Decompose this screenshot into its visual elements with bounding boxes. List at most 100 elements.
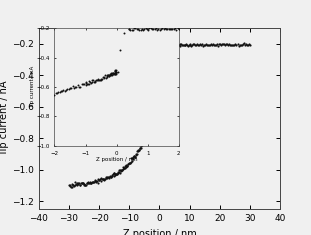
- Point: [101, 178, 106, 181]
- Point: [169, 43, 174, 47]
- Point: [133, 152, 138, 156]
- Point: [134, 27, 139, 31]
- Point: [156, 94, 161, 98]
- Point: [106, 74, 111, 78]
- Point: [234, 43, 239, 46]
- Point: [101, 75, 106, 79]
- Point: [179, 42, 184, 46]
- Point: [129, 159, 134, 162]
- Point: [115, 172, 120, 176]
- Point: [69, 86, 74, 90]
- Point: [162, 42, 167, 46]
- Y-axis label: Tip current / nA: Tip current / nA: [30, 66, 35, 108]
- Point: [216, 44, 220, 48]
- Point: [106, 175, 111, 179]
- Point: [157, 89, 162, 92]
- Point: [71, 183, 76, 187]
- Point: [191, 42, 196, 46]
- Point: [145, 130, 150, 134]
- Point: [113, 70, 118, 73]
- Point: [141, 139, 146, 143]
- Point: [146, 127, 151, 131]
- Point: [212, 43, 217, 47]
- Point: [179, 43, 184, 47]
- Point: [144, 134, 149, 138]
- Point: [175, 43, 180, 47]
- Point: [232, 43, 237, 47]
- Point: [233, 42, 238, 46]
- Point: [78, 181, 83, 184]
- Point: [68, 183, 73, 187]
- Point: [157, 91, 162, 95]
- Point: [103, 177, 108, 180]
- Point: [195, 43, 200, 47]
- Point: [86, 180, 91, 184]
- Point: [138, 146, 143, 149]
- Point: [225, 42, 230, 46]
- Point: [156, 93, 161, 97]
- Point: [214, 43, 219, 46]
- Point: [52, 93, 57, 97]
- Point: [156, 94, 161, 98]
- Point: [157, 90, 162, 94]
- Point: [205, 43, 210, 47]
- Point: [229, 43, 234, 47]
- Point: [107, 174, 112, 177]
- Point: [224, 42, 229, 46]
- Point: [153, 27, 158, 30]
- Point: [146, 127, 151, 131]
- Point: [123, 165, 128, 168]
- Point: [145, 128, 150, 132]
- Point: [162, 41, 167, 45]
- Point: [83, 183, 88, 187]
- Point: [92, 80, 97, 84]
- Point: [119, 168, 124, 172]
- Point: [247, 43, 252, 47]
- Point: [147, 125, 152, 129]
- Point: [157, 70, 162, 74]
- Point: [113, 68, 118, 72]
- Point: [62, 89, 67, 93]
- Point: [154, 101, 159, 105]
- Point: [155, 97, 160, 101]
- Point: [93, 180, 98, 183]
- Point: [162, 42, 167, 46]
- Point: [114, 70, 119, 74]
- Point: [163, 44, 168, 47]
- Point: [136, 27, 141, 31]
- Point: [134, 152, 139, 156]
- Point: [202, 43, 207, 47]
- Point: [244, 43, 249, 47]
- Point: [159, 43, 164, 47]
- Point: [155, 97, 160, 100]
- Point: [64, 89, 69, 92]
- Point: [117, 171, 122, 175]
- Point: [61, 88, 66, 92]
- Point: [98, 177, 103, 181]
- Point: [87, 79, 92, 83]
- Point: [116, 168, 121, 172]
- Point: [218, 42, 223, 46]
- Point: [230, 43, 235, 47]
- Point: [122, 31, 127, 35]
- Point: [228, 43, 233, 47]
- Point: [80, 181, 85, 185]
- Point: [158, 44, 163, 48]
- Point: [117, 170, 122, 174]
- Point: [152, 107, 157, 111]
- Point: [114, 71, 118, 75]
- Point: [103, 176, 108, 179]
- Point: [141, 28, 146, 31]
- Point: [99, 176, 104, 180]
- Point: [156, 27, 161, 31]
- X-axis label: Z position / nm: Z position / nm: [123, 229, 196, 235]
- Point: [131, 155, 136, 159]
- Point: [93, 79, 98, 83]
- Point: [122, 166, 127, 170]
- Point: [75, 83, 80, 87]
- Point: [140, 141, 145, 145]
- Point: [84, 81, 89, 85]
- Point: [118, 48, 123, 52]
- Point: [66, 87, 71, 91]
- Point: [152, 109, 157, 113]
